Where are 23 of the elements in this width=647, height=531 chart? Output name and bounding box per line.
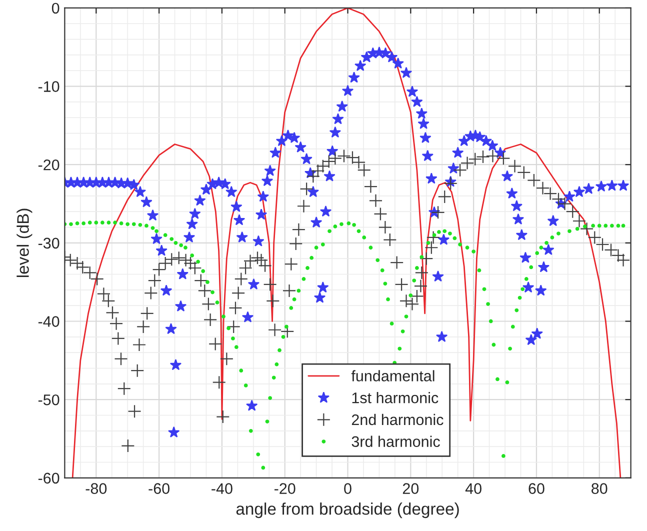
x-tick-label: 20 bbox=[402, 483, 419, 494]
x-tick-label: -20 bbox=[274, 483, 296, 494]
legend-label: 2nd harmonic bbox=[352, 414, 444, 426]
x-tick-label: -40 bbox=[212, 483, 232, 494]
line-series bbox=[72, 8, 622, 478]
x-tick-label: 0 bbox=[344, 483, 352, 494]
x-tick-label: -60 bbox=[148, 483, 170, 494]
y-tick-label: -20 bbox=[38, 159, 60, 170]
legend-label: 3rd harmonic bbox=[352, 436, 440, 448]
y-tick-label: -60 bbox=[38, 472, 60, 484]
y-tick-label: -40 bbox=[38, 316, 60, 327]
x-tick-label: 80 bbox=[592, 483, 608, 494]
y-tick-label: -30 bbox=[38, 238, 60, 249]
legend-label: 1st harmonic bbox=[352, 392, 438, 404]
y-tick-label: 0 bbox=[52, 2, 60, 14]
x-tick-label: 60 bbox=[528, 483, 544, 494]
y-axis-title: level (dB) bbox=[16, 208, 32, 278]
x-tick-label: -80 bbox=[86, 483, 107, 494]
x-axis-title: angle from broadside (degree) bbox=[236, 502, 459, 518]
y-tick-label: -50 bbox=[38, 394, 60, 406]
x-tick-label: 40 bbox=[465, 483, 482, 494]
y-tick-label: -10 bbox=[38, 81, 60, 92]
legend-label: fundamental bbox=[351, 370, 434, 382]
